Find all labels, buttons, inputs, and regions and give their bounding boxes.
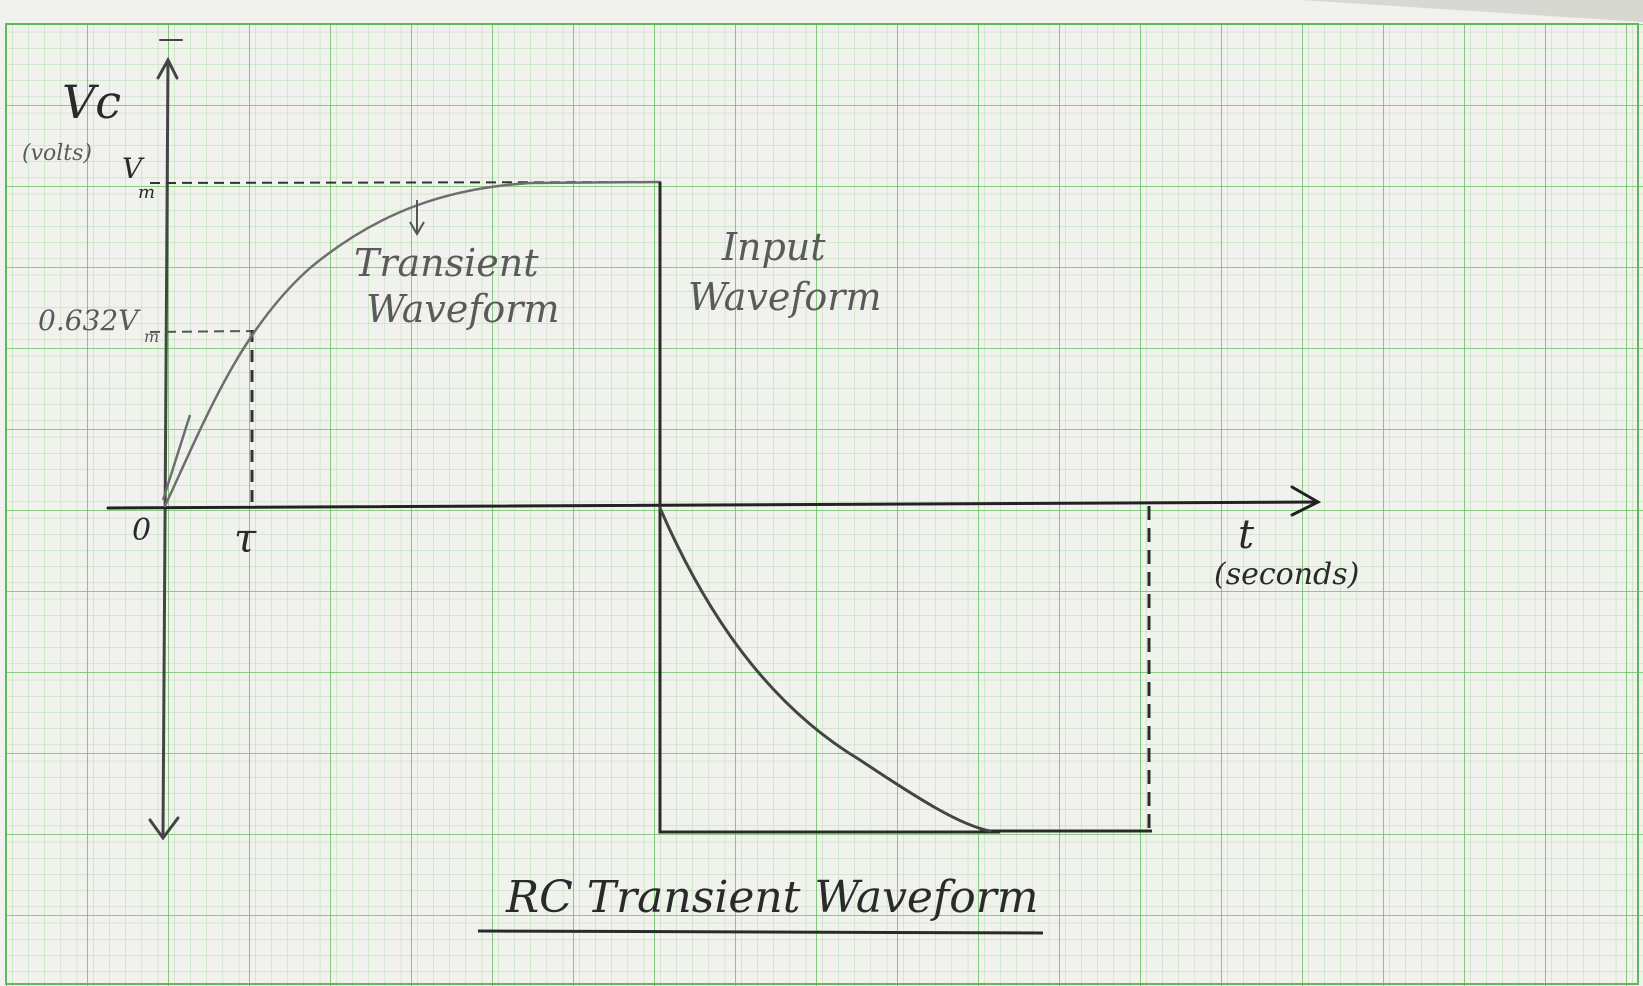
transient-annotation-line2: Waveform (366, 287, 560, 331)
vm-label: V (122, 152, 145, 185)
discharge-curve (658, 506, 992, 833)
vm-label-subscript: m (138, 182, 155, 203)
input-annotation-line1: Input (721, 225, 826, 269)
y-axis-arrow-up (156, 56, 179, 80)
y-axis-arrow-down (148, 816, 180, 841)
y-axis-unit: (volts) (22, 141, 92, 166)
tau-level-dashed-line (149, 330, 256, 333)
paper-corner-shadow (1300, 0, 1643, 22)
title-underline (477, 929, 1044, 935)
tau-label: τ (234, 516, 257, 562)
x-axis (106, 485, 1322, 517)
transient-annotation-line1: Transient (354, 241, 539, 285)
origin-label: 0 (132, 513, 151, 548)
transient-curve-start-stroke (161, 414, 192, 501)
partial-level-subscript: m (144, 327, 159, 346)
y-axis-label: Vc (62, 75, 121, 129)
input-annotation-line2: Waveform (688, 275, 882, 319)
x-axis-arrow (1290, 485, 1322, 517)
x-axis-unit: (seconds) (1214, 557, 1359, 592)
grid-border (5, 23, 1639, 985)
y-axis (148, 39, 183, 841)
partial-level-label: 0.632V (38, 304, 141, 337)
x-axis-label: t (1238, 512, 1255, 558)
diagram-title: RC Transient Waveform (505, 872, 1039, 923)
transient-curve (163, 180, 662, 508)
transient-pointer-arrow (409, 200, 425, 236)
